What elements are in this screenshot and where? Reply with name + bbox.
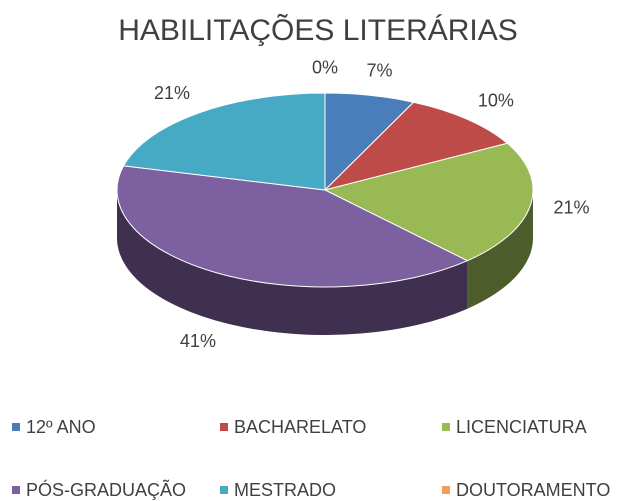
chart-title: HABILITAÇÕES LITERÁRIAS	[118, 13, 518, 47]
data-label: 21%	[554, 198, 590, 218]
legend-swatch	[12, 486, 20, 494]
legend-swatch	[12, 423, 20, 431]
legend-label: 12º ANO	[26, 417, 96, 437]
legend-label: PÓS-GRADUAÇÃO	[26, 479, 186, 500]
legend-label: DOUTORAMENTO	[456, 480, 610, 500]
data-label: 0%	[312, 58, 338, 78]
legend-swatch	[442, 486, 450, 494]
data-label: 21%	[154, 83, 190, 103]
slice	[323, 101, 509, 191]
legend-swatch	[442, 423, 450, 431]
data-label: 7%	[366, 60, 392, 80]
slice-side	[467, 190, 533, 309]
slice-side	[117, 190, 468, 335]
legend-label: BACHARELATO	[234, 417, 366, 437]
legend-swatch	[220, 486, 228, 494]
legend-swatch	[220, 423, 228, 431]
data-label: 41%	[180, 331, 216, 351]
legend-label: MESTRADO	[234, 480, 336, 500]
legend-label: LICENCIATURA	[456, 417, 587, 437]
slice	[323, 142, 534, 262]
slice	[116, 165, 469, 288]
data-label: 10%	[478, 90, 514, 110]
slice	[122, 92, 326, 191]
